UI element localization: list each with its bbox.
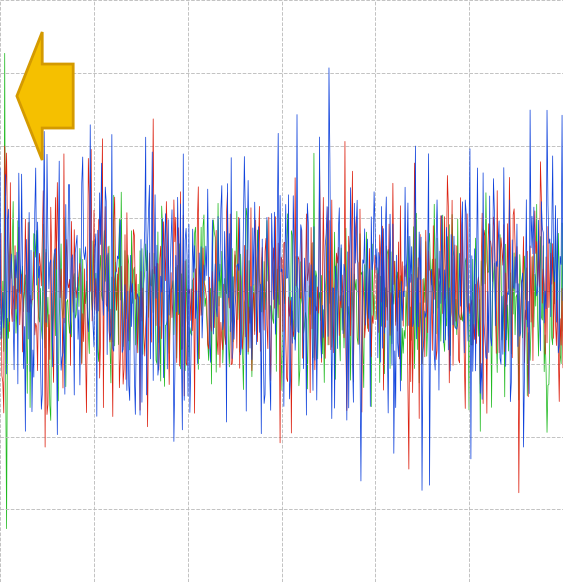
Polygon shape [17,32,73,160]
